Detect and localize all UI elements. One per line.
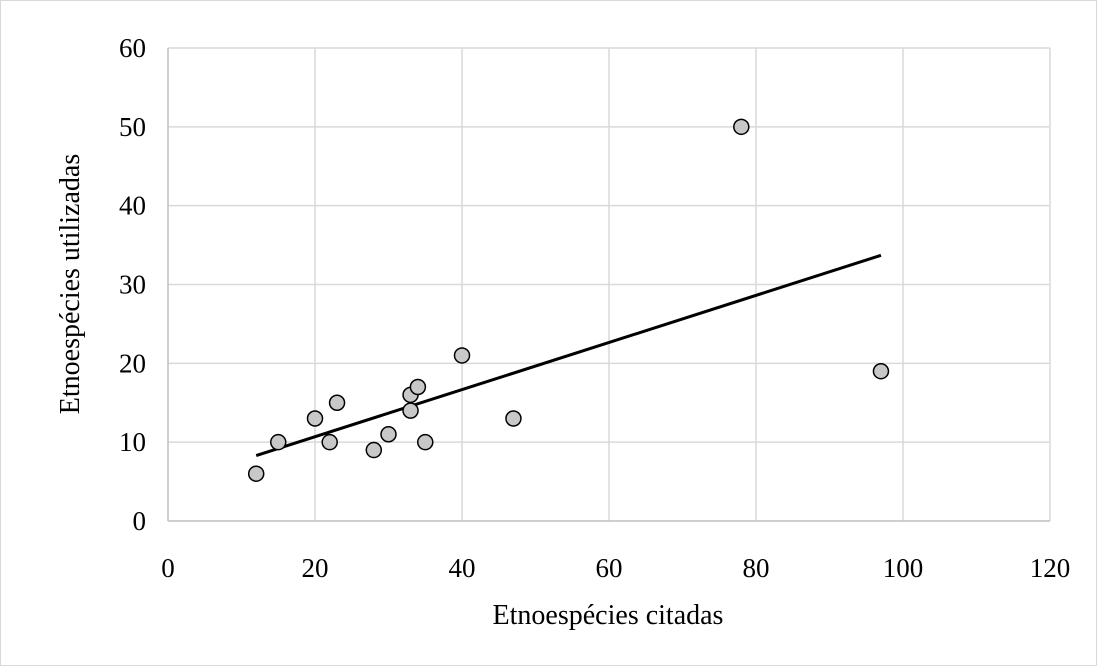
data-point-6 [380, 426, 397, 443]
data-point-13 [733, 118, 750, 136]
y-tick-label-0: 0 [133, 506, 147, 536]
data-point-9 [409, 378, 427, 396]
y-tick-label-60: 60 [119, 33, 146, 63]
y-tick-label-30: 30 [119, 270, 146, 300]
y-tick-label-40: 40 [119, 191, 146, 221]
data-point-11 [453, 347, 471, 364]
y-axis-title: Etnoespécies utilizadas [55, 154, 86, 414]
y-tick-label-10: 10 [119, 427, 146, 457]
x-tick-label-80: 80 [743, 553, 770, 583]
x-tick-label-120: 120 [1030, 553, 1071, 583]
axes [167, 48, 1050, 522]
y-tick-label-50: 50 [119, 112, 146, 142]
x-tick-label-20: 20 [302, 553, 329, 583]
x-tick-label-40: 40 [449, 553, 476, 583]
data-point-5 [365, 441, 383, 459]
trendline-layer [255, 253, 882, 457]
tick-labels: 0 10 20 30 40 50 60 0 20 40 60 80 100 120 [119, 33, 1070, 583]
data-point-7 [402, 402, 419, 419]
data-point-14 [872, 362, 890, 380]
y-tick-label-20: 20 [119, 348, 146, 378]
data-points [247, 118, 890, 482]
data-point-4 [328, 394, 346, 411]
data-point-2 [306, 410, 324, 427]
data-point-12 [505, 410, 522, 427]
data-point-3 [321, 433, 338, 451]
trendline [255, 253, 882, 457]
x-tick-label-100: 100 [883, 553, 924, 583]
x-tick-label-0: 0 [161, 553, 175, 583]
data-point-1 [270, 433, 287, 451]
x-axis-title: Etnoespécies citadas [493, 600, 724, 631]
data-point-0 [247, 465, 265, 482]
x-tick-label-60: 60 [596, 553, 623, 583]
data-point-10 [417, 433, 434, 451]
grid-lines [168, 47, 1051, 521]
